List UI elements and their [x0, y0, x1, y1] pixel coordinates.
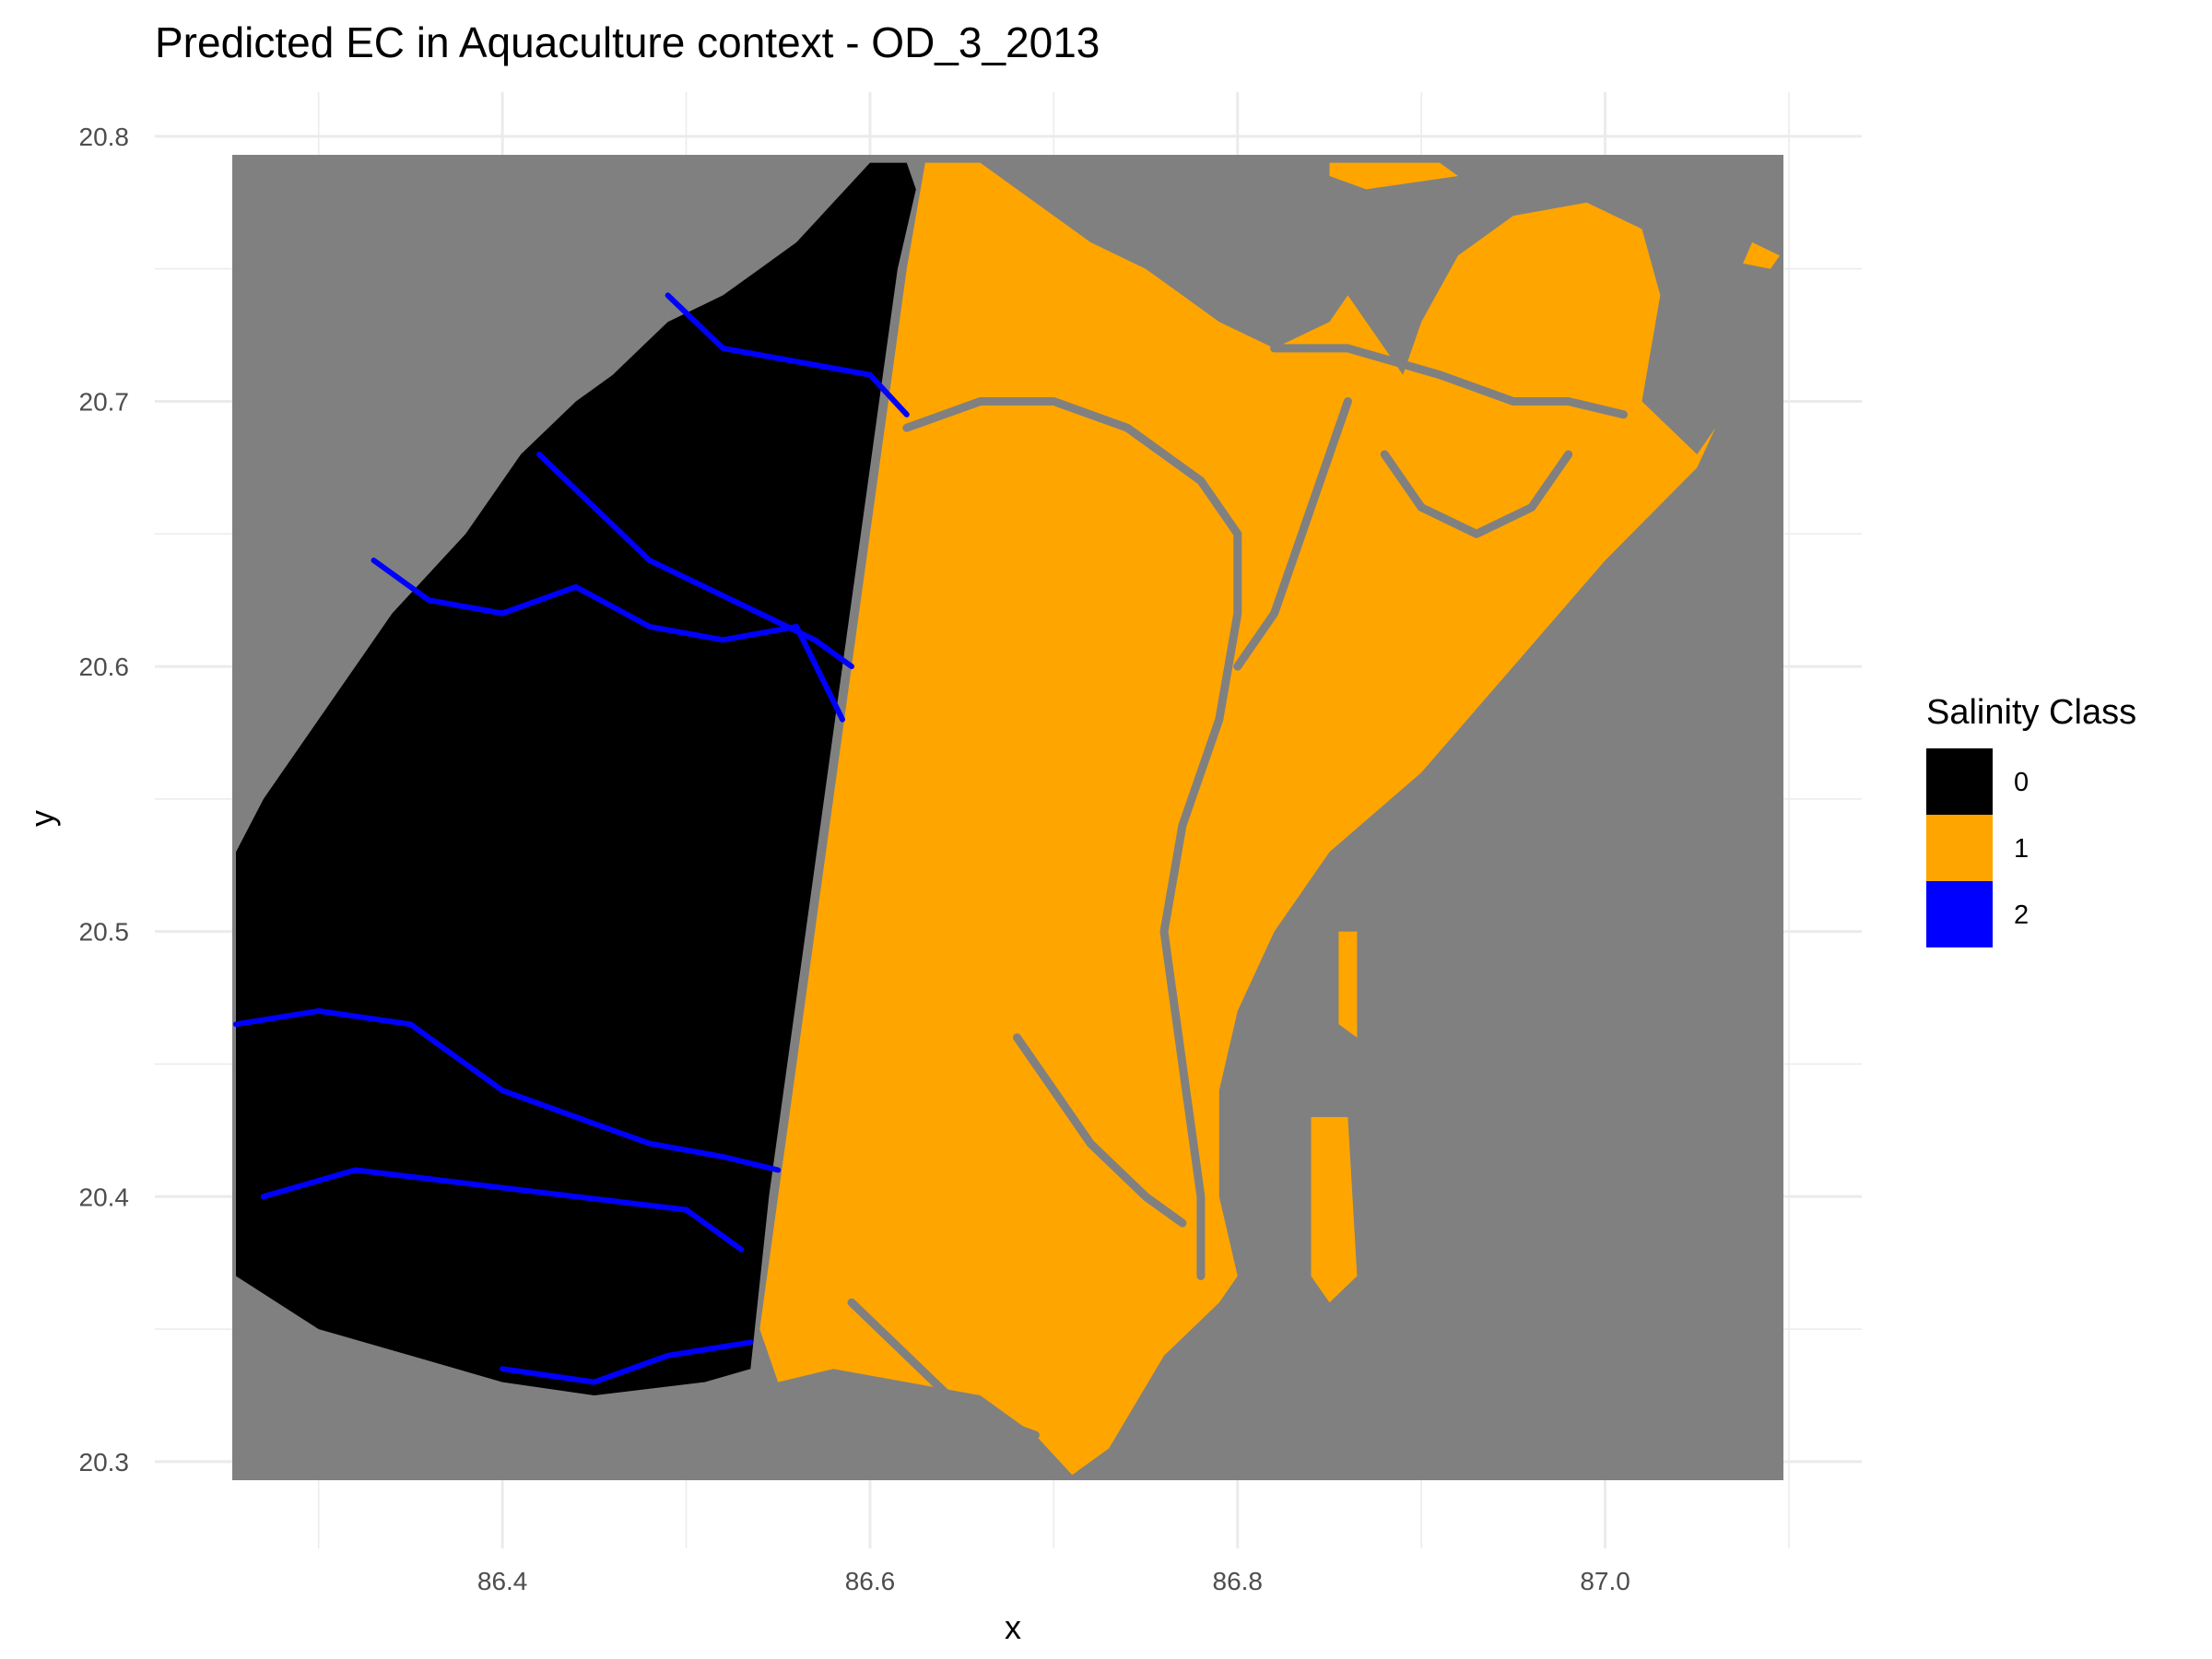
class-2-river	[233, 1007, 782, 1173]
class-1-patch	[1329, 162, 1458, 190]
y-tick-label: 20.7	[79, 387, 130, 416]
x-axis-ticks: 86.4 86.6 86.8 87.0	[477, 1567, 1630, 1595]
legend-label: 0	[2014, 768, 2029, 797]
y-tick-label: 20.8	[79, 123, 130, 151]
map-title: Predicted EC in Aquaculture context - OD…	[155, 18, 1100, 66]
class-1-patch	[1311, 1117, 1358, 1303]
y-axis-title: y	[23, 810, 61, 827]
river-channel	[1013, 1033, 1187, 1228]
class-2-river	[260, 1167, 745, 1253]
x-tick-label: 86.8	[1213, 1567, 1264, 1595]
river-channel	[1380, 450, 1573, 538]
class-1-patch	[1549, 347, 1578, 429]
class-1-region	[759, 162, 1716, 1476]
class-2-river	[665, 292, 910, 418]
y-tick-label: 20.6	[79, 653, 130, 681]
x-tick-label: 86.4	[477, 1567, 528, 1595]
x-tick-label: 86.6	[845, 1567, 896, 1595]
legend: Salinity Class 0 1 2	[1926, 693, 2136, 947]
legend-entries: 0 1 2	[1926, 748, 2029, 947]
class-2-river	[500, 1339, 754, 1385]
class-0-region	[236, 162, 916, 1396]
y-tick-label: 20.5	[79, 918, 130, 947]
legend-swatch	[1926, 815, 1993, 881]
river-channel	[847, 1298, 1040, 1440]
legend-label: 1	[2014, 834, 2029, 864]
class-1-patch	[1743, 241, 1780, 269]
class-1-patch	[1338, 931, 1358, 1038]
y-axis-ticks: 20.3 20.4 20.5 20.6 20.7 20.8	[79, 123, 130, 1477]
legend-title: Salinity Class	[1926, 693, 2136, 732]
y-tick-label: 20.3	[79, 1448, 130, 1477]
x-axis-title: x	[1005, 1608, 1021, 1646]
legend-label: 2	[2014, 900, 2029, 930]
class-2-river	[371, 558, 845, 723]
river-channel	[902, 397, 1242, 1280]
legend-swatch	[1926, 881, 1993, 947]
river-channel	[1270, 344, 1628, 419]
river-channel	[1233, 397, 1352, 671]
raster-layer	[232, 155, 1783, 1480]
class-2-river	[536, 452, 854, 670]
legend-swatch	[1926, 748, 1993, 815]
x-tick-label: 87.0	[1580, 1567, 1630, 1595]
y-tick-label: 20.4	[79, 1182, 130, 1211]
